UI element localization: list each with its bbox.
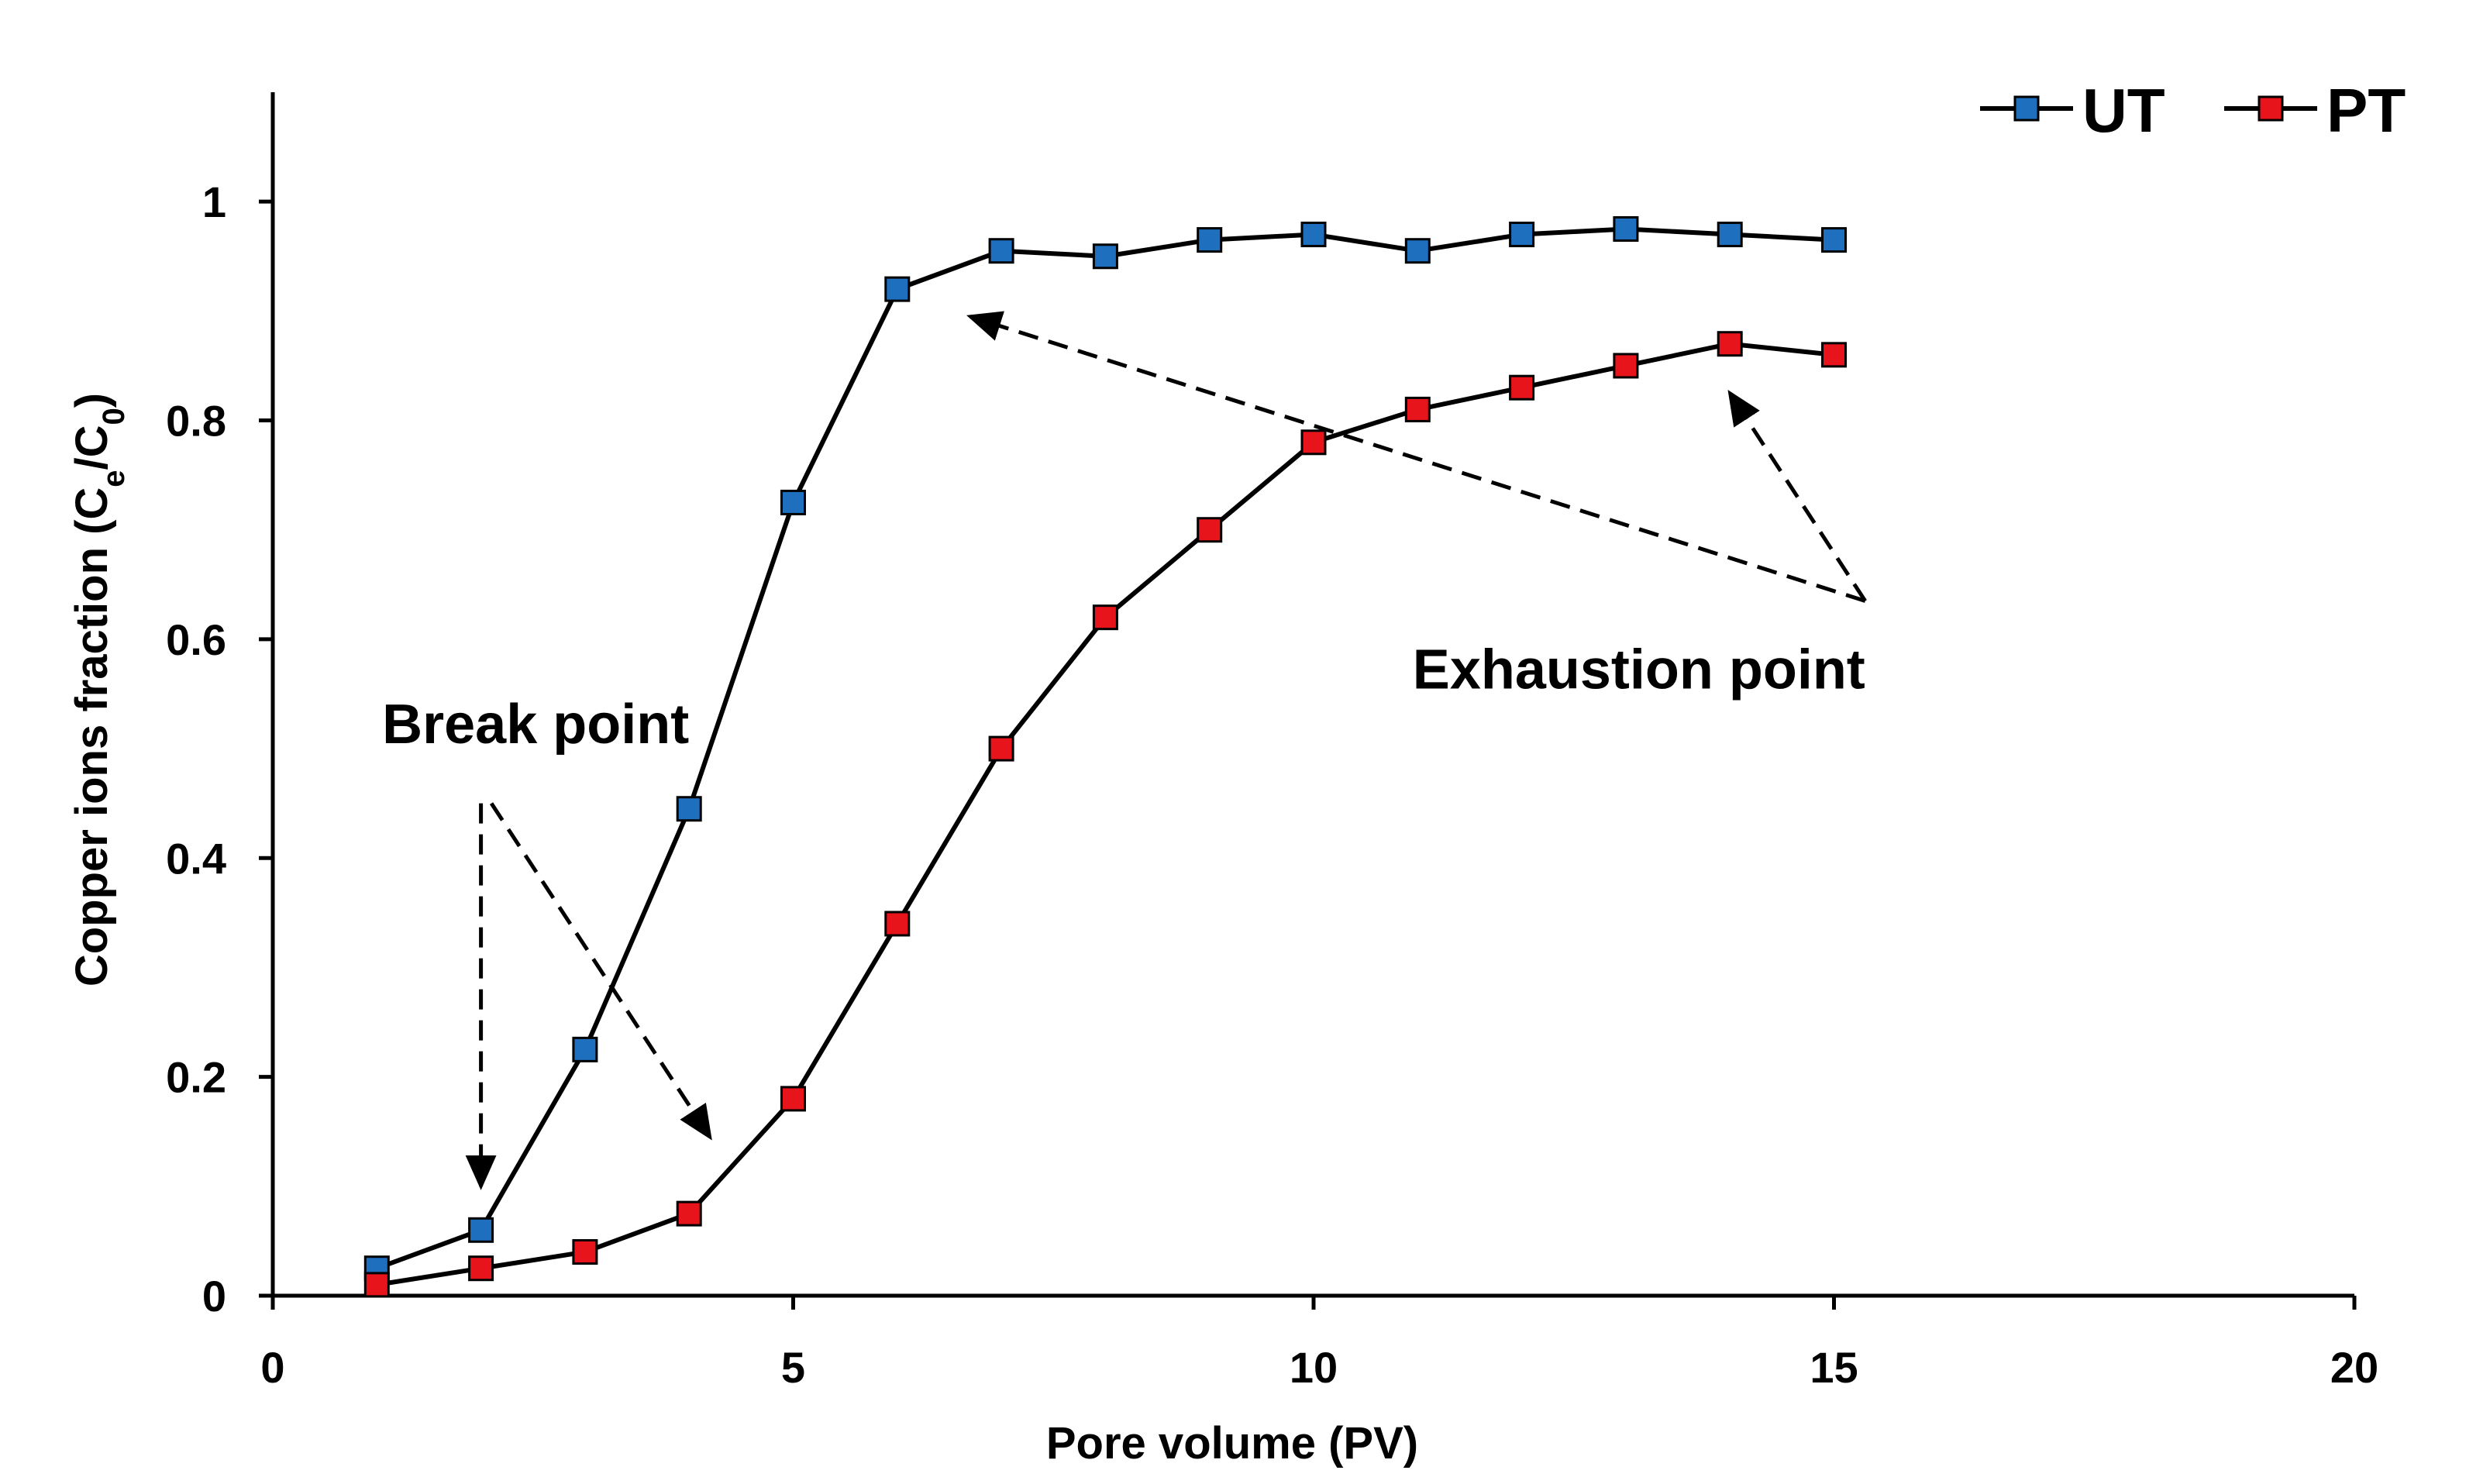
pt-point [1300, 429, 1327, 456]
y-tick-label: 1 [202, 177, 226, 226]
x-tick-label: 0 [260, 1343, 284, 1392]
pt-legend-marker [2258, 95, 2284, 122]
pt-point [572, 1239, 598, 1265]
ut-point [780, 489, 806, 515]
pt-point [1613, 353, 1639, 379]
ut-point [1404, 238, 1431, 264]
ut-legend-marker [2013, 95, 2040, 122]
tick-labels: 0 5 10 15 20 0 0.2 0.4 0.6 0.8 1 [166, 177, 2378, 1392]
x-tick-label: 5 [781, 1343, 805, 1392]
exhaustion-point-arrow [966, 311, 1866, 603]
ut-point [1613, 215, 1639, 242]
y-axis-title: Copper ions fraction (Ce/C0) [67, 393, 131, 986]
pt-point [988, 735, 1014, 762]
break-point-arrow [489, 802, 712, 1141]
x-axis-title: Pore volume (PV) [1046, 1418, 1418, 1469]
x-tick-label: 20 [2330, 1343, 2378, 1392]
pt-point [780, 1086, 806, 1112]
axis-titles: Pore volume (PV) Copper ions fraction (C… [67, 393, 1418, 1469]
ut-point [676, 796, 702, 822]
pt-point [676, 1200, 702, 1227]
ut-point [1821, 227, 1847, 253]
annotations: Break point Exhaustion point [382, 311, 1867, 1190]
ut-legend-label: UT [2082, 76, 2165, 145]
ut-point [572, 1036, 598, 1062]
axes [259, 92, 2357, 1310]
ut-point [1197, 227, 1223, 253]
y-axis-title-prefix: Copper ions fraction (C [67, 487, 117, 986]
ut-point [1509, 222, 1535, 248]
pt-point [1717, 331, 1743, 357]
ut-point [1092, 243, 1118, 270]
y-tick-label: 0.8 [166, 397, 226, 446]
pt-point [1404, 396, 1431, 422]
ut-point [1717, 222, 1743, 248]
pt-point [468, 1255, 494, 1282]
pt-series-line [376, 341, 1834, 1287]
y-axis-title-sub2: 0 [97, 408, 131, 425]
y-tick-label: 0.6 [166, 615, 226, 664]
ut-point [988, 238, 1014, 264]
ut-point [1300, 222, 1327, 248]
pt-legend-label: PT [2326, 76, 2406, 145]
pt-point [884, 911, 911, 937]
ut-point [884, 276, 911, 302]
pt-point [1821, 342, 1847, 368]
exhaustion-point-label: Exhaustion point [1413, 639, 1865, 701]
y-axis-title-suffix: ) [67, 393, 117, 408]
exhaustion-point-arrow [1727, 390, 1867, 602]
x-tick-label: 10 [1290, 1343, 1338, 1392]
y-tick-label: 0 [202, 1272, 226, 1320]
legend: UT PT [1980, 76, 2406, 145]
pt-point [1509, 374, 1535, 401]
y-axis-title-mid: /C [67, 425, 117, 470]
ut-point [468, 1217, 494, 1243]
y-tick-label: 0.2 [166, 1053, 226, 1102]
pt-point [363, 1272, 390, 1298]
y-tick-label: 0.4 [166, 834, 226, 883]
break-point-label: Break point [382, 694, 689, 756]
pt-point [1197, 517, 1223, 543]
y-axis-title-sub1: e [97, 470, 131, 487]
x-tick-label: 15 [1810, 1343, 1858, 1392]
pt-point [1092, 604, 1118, 631]
series-layer [363, 215, 1847, 1298]
